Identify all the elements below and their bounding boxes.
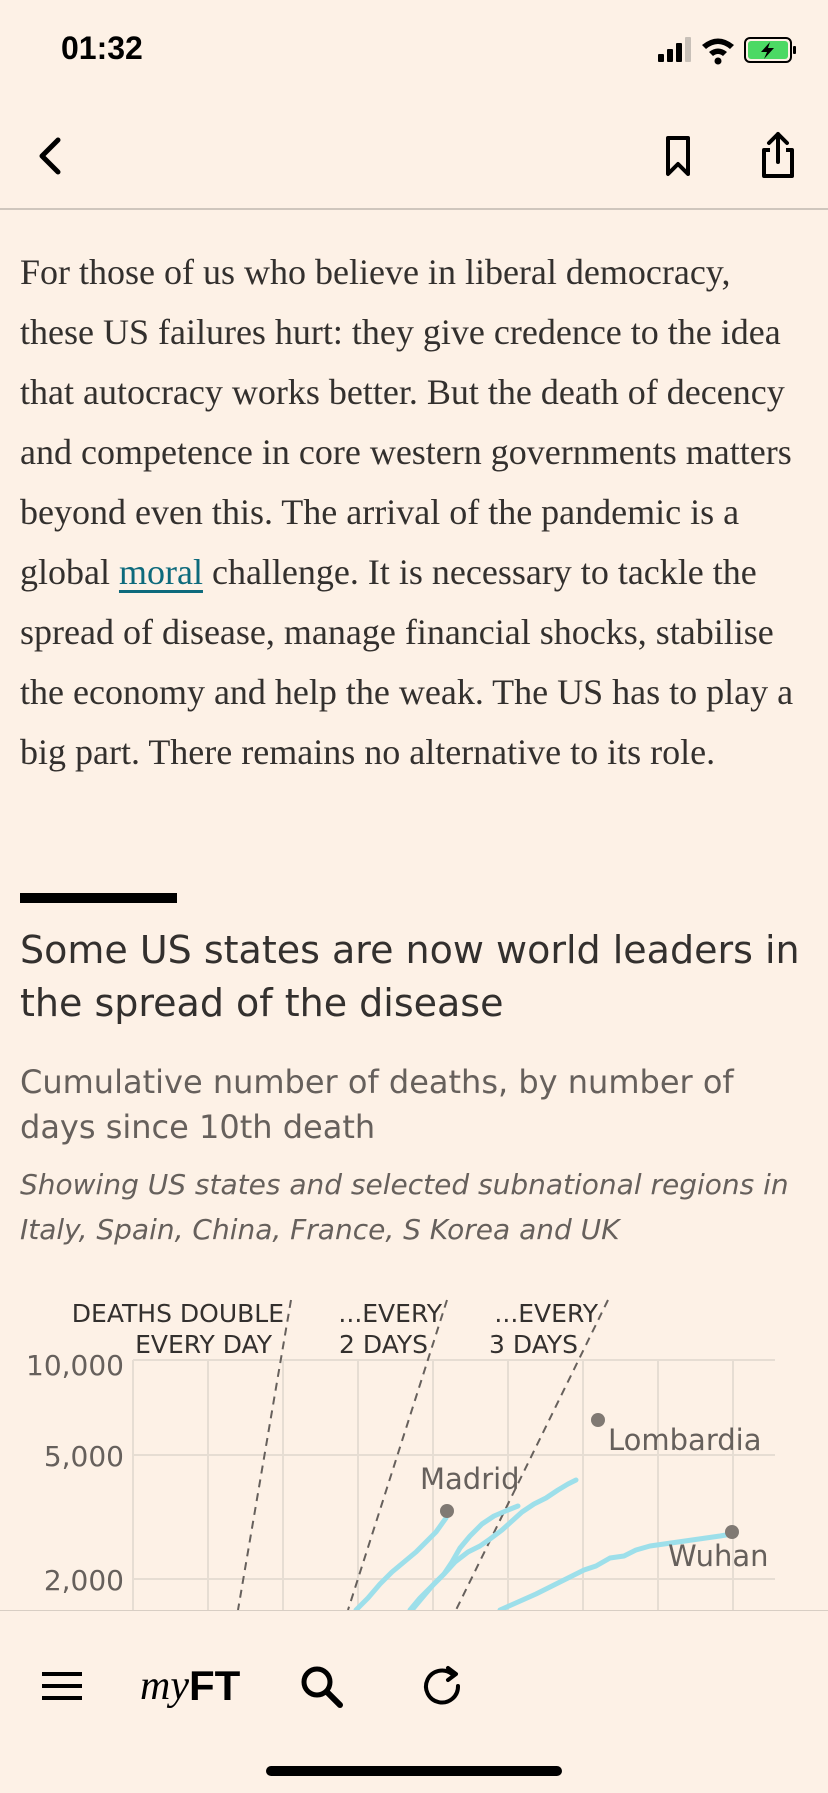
bottom-tab-bar: my FT (0, 1610, 828, 1793)
top-nav (0, 100, 828, 210)
series-line-wuhan (497, 1531, 735, 1610)
ref-label-line2: EVERY DAY (135, 1330, 273, 1359)
home-indicator (266, 1766, 562, 1776)
chart-subtitle: Cumulative number of deaths, by number o… (20, 1063, 734, 1146)
article-paragraph: For those of us who believe in liberal d… (20, 242, 810, 782)
y-tick-label: 5,000 (44, 1440, 124, 1473)
signal-icon (658, 37, 691, 62)
section-divider (20, 893, 177, 903)
back-button[interactable] (22, 126, 82, 186)
wifi-icon (702, 38, 734, 65)
y-tick-label: 10,000 (26, 1349, 124, 1382)
ref-label-line2: 3 DAYS (489, 1330, 578, 1359)
ref-label-line1: ...EVERY (494, 1299, 598, 1328)
bookmark-button[interactable] (648, 126, 708, 186)
chart-note: Showing US states and selected subnation… (20, 1168, 789, 1246)
refresh-icon (424, 1666, 461, 1705)
ref-label-line2: 2 DAYS (339, 1330, 428, 1359)
series-line-lombardia (409, 1477, 579, 1610)
status-time: 01:32 (61, 30, 143, 66)
series-line-madrid (353, 1515, 449, 1610)
search-button[interactable] (298, 1651, 344, 1721)
status-icons (658, 37, 796, 65)
article-body: For those of us who believe in liberal d… (20, 242, 810, 782)
series-endpoint-madrid (440, 1504, 454, 1518)
paragraph-text-end: challenge. It is necessary to tackle the… (20, 552, 794, 772)
doubling-line-1-day (237, 1299, 292, 1610)
chevron-left-icon (39, 137, 61, 175)
series-line-madrid-2 (407, 1503, 521, 1610)
paragraph-text-start: For those of us who believe in liberal d… (20, 252, 792, 592)
search-icon (301, 1666, 343, 1708)
y-tick-label: 2,000 (44, 1564, 124, 1597)
chart-grid (132, 1359, 775, 1610)
ref-label-line1: ...EVERY (338, 1299, 442, 1328)
menu-button[interactable] (40, 1651, 84, 1721)
deaths-chart: 10,000 5,000 2,000 DEATHS DOUBLE EVERY D… (26, 1299, 775, 1610)
doubling-line-2-days (347, 1299, 448, 1610)
myft-suffix: FT (188, 1662, 241, 1709)
refresh-button[interactable] (418, 1651, 466, 1721)
myft-button[interactable]: my FT (140, 1651, 240, 1721)
ref-label-line1: DEATHS DOUBLE (72, 1299, 284, 1328)
moral-link[interactable]: moral (118, 552, 203, 592)
series-label-madrid: Madrid (420, 1462, 520, 1496)
chart-title: Some US states are now world leaders in … (20, 928, 800, 1025)
myft-prefix: my (140, 1663, 189, 1709)
series-endpoint-wuhan (725, 1525, 739, 1539)
battery-charging-icon (744, 37, 796, 63)
share-button[interactable] (748, 126, 808, 186)
share-icon (762, 132, 794, 178)
doubling-reference-lines (237, 1299, 609, 1610)
hamburger-menu-icon (42, 1672, 82, 1700)
series-endpoint-lombardia (591, 1413, 605, 1427)
bookmark-icon (666, 136, 690, 176)
doubling-line-3-days (455, 1299, 609, 1610)
series-label-wuhan: Wuhan (668, 1539, 769, 1573)
series-label-lombardia: Lombardia (608, 1423, 761, 1457)
status-bar: 01:32 (0, 0, 828, 100)
